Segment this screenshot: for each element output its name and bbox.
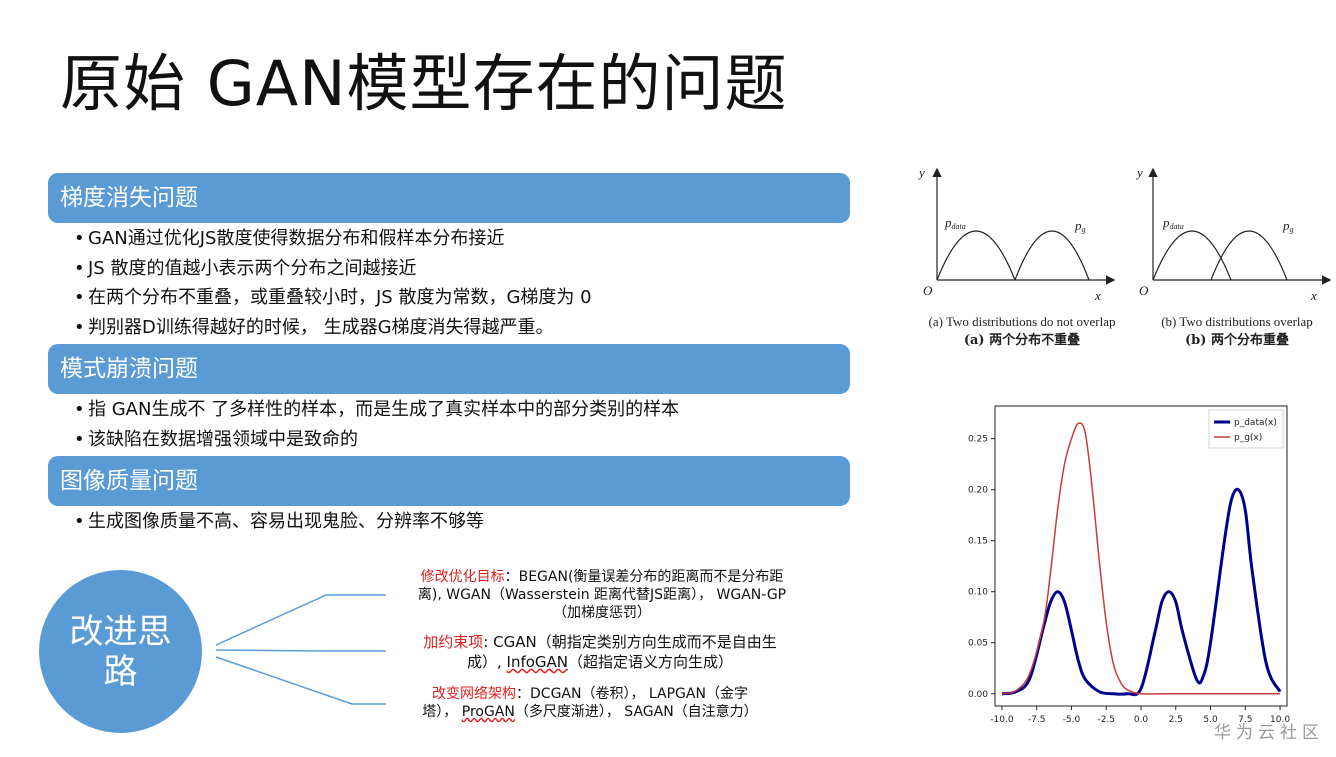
bullet-list-image-quality: 生成图像质量不高、容易出现鬼脸、分辨率不够等 [74,507,484,537]
p-g-label: p [1282,218,1290,233]
x-tick-label: 2.5 [1169,715,1183,725]
branch-key: 改变网络架构 [432,686,517,702]
legend-label: p_g(x) [1234,433,1262,443]
bullet-list-gradient-vanishing: GAN通过优化JS散度使得数据分布和假样本分布接近 JS 散度的值越小表示两个分… [74,224,592,342]
panel-a: y x O pdata pg (a) Two distributions do … [917,165,1115,348]
branch-text: ：BEGAN(衡量误差分布的距离而不是分布距 [504,569,784,585]
branch-key: 修改优化目标 [420,569,505,585]
improve-ideas-circle: 改进思路 [39,570,202,733]
svg-text:pg: pg [1282,218,1294,234]
watermark: 华为云社区 [1214,723,1324,743]
branch-text: （多尺度渐进）， SAGAN（自注意力） [514,704,758,720]
p-data-sub: data [1170,222,1184,231]
branch-text: （超指定语义方向生成） [568,653,734,671]
branch-architecture: 改变网络架构：DCGAN（卷积）， LAPGAN（金字 塔）， ProGAN（多… [380,685,800,721]
series-line-p-data [1001,487,1282,697]
panel-b: y x O pdata pg (b) Two distributions ove… [1135,165,1331,348]
x-axis-label: x [1094,288,1101,303]
y-tick-label: 0.20 [968,486,988,496]
p-g-label: p [1074,218,1082,233]
branch-constraint: 加约束项: CGAN（朝指定类别方向生成而不是自由生 成）, InfoGAN（超… [390,632,810,672]
bullet-item: 生成图像质量不高、容易出现鬼脸、分辨率不够等 [74,507,484,537]
p-g-sub: g [1082,225,1086,234]
x-tick-label: -5.0 [1063,715,1081,725]
y-axis-label: y [917,165,925,180]
y-axis-label: y [1135,165,1143,180]
legend-box [1208,409,1284,449]
bullet-item: 指 GAN生成不 了多样性的样本，而是生成了真实样本中的部分类别的样本 [74,395,679,425]
branch-optimization-target: 修改优化目标：BEGAN(衡量误差分布的距离而不是分布距 离), WGAN（Wa… [392,568,812,622]
overlap-figure: y x O pdata pg (a) Two distributions do … [917,165,1331,348]
y-tick-label: 0.15 [968,537,988,547]
x-axis-label: x [1310,288,1317,303]
caption-en: (a) Two distributions do not overlap [929,314,1116,329]
bullet-item: 在两个分布不重叠，或重叠较小时，JS 散度为常数，G梯度为 0 [74,283,592,313]
y-tick-label: 0.00 [968,690,988,700]
connector-lines [215,594,386,705]
x-tick-label: 7.5 [1238,715,1252,725]
p-data-sub: data [952,222,966,231]
branch-text: 塔）， [422,704,462,720]
branch-key: 加约束项 [423,633,484,651]
x-tick-label: 5.0 [1203,715,1218,725]
caption-zh: (a) 两个分布不重叠 [964,332,1080,348]
y-tick-label: 0.25 [968,435,988,445]
p-data-label: p [944,215,952,230]
bullet-item: 该缺陷在数据增强领域中是致命的 [74,425,679,455]
branch-text: InfoGAN [506,653,569,671]
branch-text: （加梯度惩罚） [553,605,651,621]
x-tick-label: -7.5 [1028,715,1046,725]
section-heading-gradient-vanishing: 梯度消失问题 [48,173,850,223]
origin-label: O [1139,283,1149,298]
x-tick-label: 0.0 [1134,715,1149,725]
improve-ideas-label: 改进思路 [69,611,172,692]
branch-text: : CGAN（朝指定类别方向生成而不是自由生 [483,633,777,651]
bullet-item: 判别器D训练得越好的时候， 生成器G梯度消失得越严重。 [74,313,592,343]
x-tick-label: -10.0 [990,715,1014,725]
distribution-chart: -10.0 -7.5 -5.0 -2.5 0.0 2.5 5.0 7.5 10.0 0.00 0.0… [968,405,1290,725]
svg-text:pdata: pdata [1162,215,1184,231]
section-heading-image-quality: 图像质量问题 [48,456,850,506]
x-tick-label: -2.5 [1097,715,1115,725]
plot-frame [994,405,1288,707]
origin-label: O [923,283,933,298]
branch-text: 离), WGAN（Wasserstein 距离代替JS距离）， WGAN-GP [417,587,787,603]
bullet-item: GAN通过优化JS散度使得数据分布和假样本分布接近 [74,224,592,254]
caption-zh: (b) 两个分布重叠 [1185,332,1289,348]
branch-text: ProGAN [461,704,515,720]
svg-text:pg: pg [1074,218,1086,234]
y-tick-label: 0.05 [968,639,988,649]
svg-text:pdata: pdata [944,215,966,231]
branch-text: 成）, [466,653,507,671]
series-line-p-g [1001,422,1281,695]
p-g-sub: g [1290,225,1294,234]
p-data-label: p [1162,215,1170,230]
caption-en: (b) Two distributions overlap [1161,314,1313,329]
y-tick-label: 0.10 [968,588,988,598]
x-tick-label: 10.0 [1270,715,1290,725]
section-heading-mode-collapse: 模式崩溃问题 [48,344,850,394]
bullet-item: JS 散度的值越小表示两个分布之间越接近 [74,254,592,284]
branch-text: ：DCGAN（卷积）， LAPGAN（金字 [516,686,748,702]
page-title: 原始 GAN模型存在的问题 [60,47,788,120]
bullet-list-mode-collapse: 指 GAN生成不 了多样性的样本，而是生成了真实样本中的部分类别的样本 该缺陷在… [74,395,679,454]
legend-label: p_data(x) [1234,418,1277,428]
